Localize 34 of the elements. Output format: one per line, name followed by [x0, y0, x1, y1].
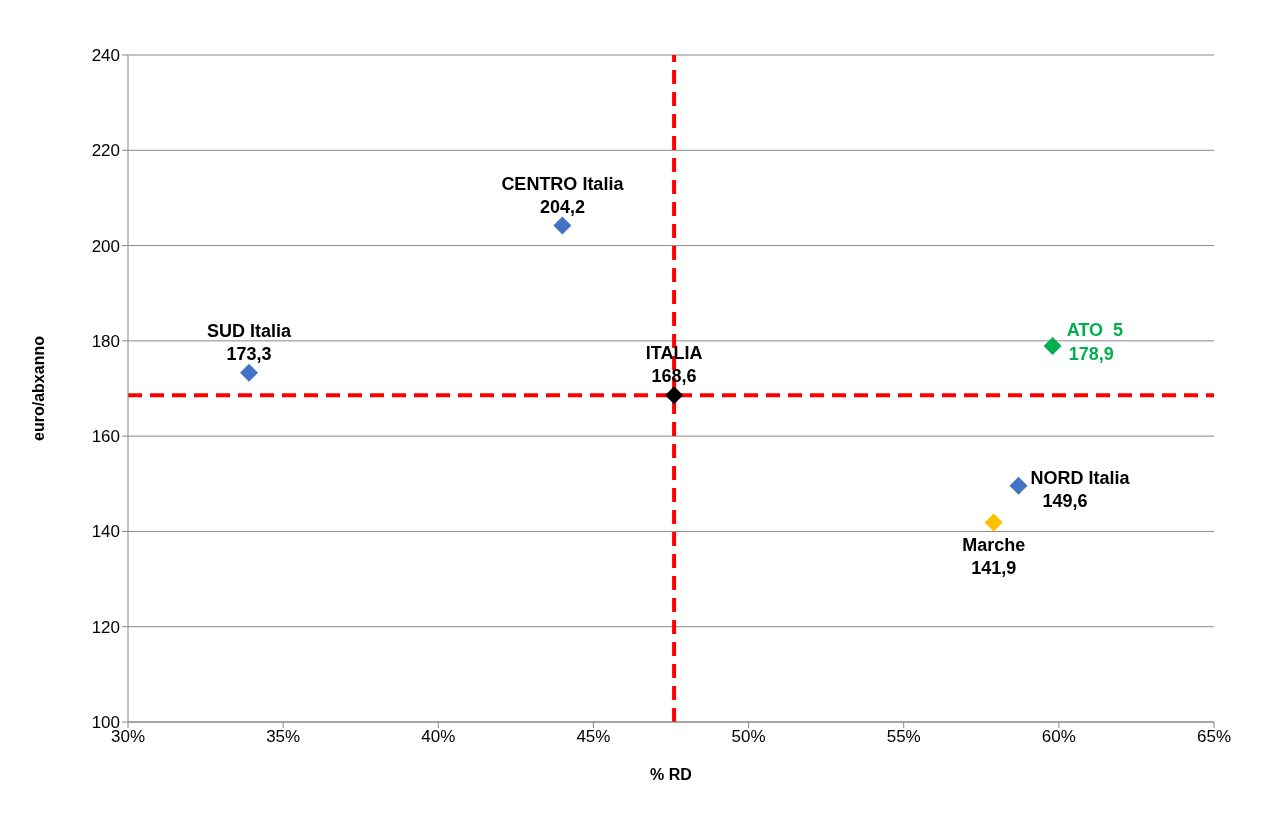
- y-tick-label: 180: [91, 331, 120, 351]
- x-tick-label: 35%: [266, 727, 301, 747]
- y-tick-label: 220: [91, 141, 120, 161]
- annotation: SUD Italia: [207, 320, 293, 341]
- y-tick-label: 200: [91, 236, 120, 256]
- point: [1043, 337, 1062, 356]
- x-tick-label: 60%: [1041, 727, 1076, 747]
- x-tick-label: 45%: [576, 727, 611, 747]
- data-label: 141,9: [971, 558, 1017, 579]
- point: [1009, 476, 1028, 495]
- annotation: ITALIA: [645, 343, 703, 364]
- data-label: 173,3: [226, 343, 272, 364]
- data-label: 168,6: [651, 366, 697, 387]
- data-label: 204,2: [539, 196, 585, 217]
- annotation: CENTRO Italia: [501, 173, 625, 194]
- annotation: Marche: [962, 535, 1026, 556]
- y-axis-title: euro/abxanno: [29, 335, 47, 441]
- y-tick-label: 160: [91, 427, 120, 447]
- data-label: 178,9: [1068, 344, 1114, 365]
- x-axis-title: % RD: [650, 766, 692, 783]
- point: [984, 513, 1003, 532]
- x-tick-label: 65%: [1196, 727, 1232, 747]
- y-tick-label: 240: [91, 46, 120, 66]
- point: [553, 216, 572, 235]
- x-tick-label: 50%: [731, 727, 766, 747]
- y-tick-label: 140: [91, 522, 120, 542]
- annotation: ATO 5: [1066, 320, 1124, 341]
- point: [240, 363, 259, 382]
- x-tick-label: 55%: [886, 727, 921, 747]
- point: [665, 386, 684, 405]
- y-tick-label: 120: [91, 617, 120, 637]
- x-tick-label: 40%: [421, 727, 456, 747]
- data-label: 149,6: [1042, 490, 1088, 511]
- annotation: NORD Italia: [1030, 467, 1131, 488]
